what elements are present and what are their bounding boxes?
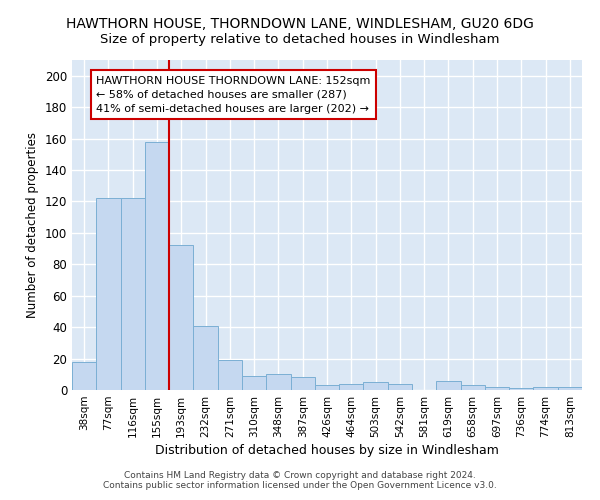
Bar — [436, 380, 461, 390]
Bar — [339, 384, 364, 390]
Bar — [558, 387, 582, 390]
Bar — [533, 387, 558, 390]
Bar — [388, 384, 412, 390]
Bar — [509, 388, 533, 390]
Text: Size of property relative to detached houses in Windlesham: Size of property relative to detached ho… — [100, 32, 500, 46]
Bar — [145, 142, 169, 390]
Bar — [315, 386, 339, 390]
Text: HAWTHORN HOUSE, THORNDOWN LANE, WINDLESHAM, GU20 6DG: HAWTHORN HOUSE, THORNDOWN LANE, WINDLESH… — [66, 18, 534, 32]
Bar — [364, 382, 388, 390]
X-axis label: Distribution of detached houses by size in Windlesham: Distribution of detached houses by size … — [155, 444, 499, 457]
Bar — [96, 198, 121, 390]
Bar — [72, 362, 96, 390]
Text: Contains HM Land Registry data © Crown copyright and database right 2024.: Contains HM Land Registry data © Crown c… — [124, 471, 476, 480]
Bar — [218, 360, 242, 390]
Bar — [266, 374, 290, 390]
Bar — [485, 387, 509, 390]
Bar — [290, 378, 315, 390]
Text: Contains public sector information licensed under the Open Government Licence v3: Contains public sector information licen… — [103, 481, 497, 490]
Y-axis label: Number of detached properties: Number of detached properties — [26, 132, 39, 318]
Bar — [242, 376, 266, 390]
Bar — [121, 198, 145, 390]
Text: HAWTHORN HOUSE THORNDOWN LANE: 152sqm
← 58% of detached houses are smaller (287): HAWTHORN HOUSE THORNDOWN LANE: 152sqm ← … — [96, 76, 371, 114]
Bar — [169, 246, 193, 390]
Bar — [193, 326, 218, 390]
Bar — [461, 386, 485, 390]
